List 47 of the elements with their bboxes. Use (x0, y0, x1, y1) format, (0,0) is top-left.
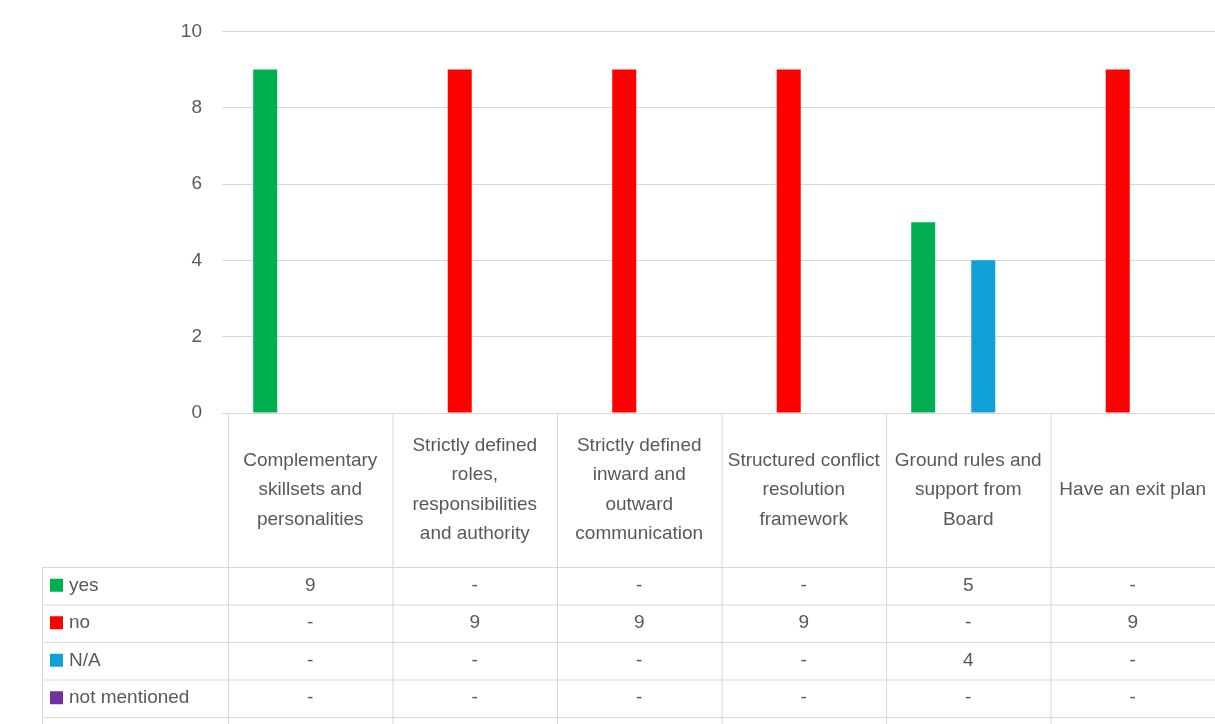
data-label: 4 (962, 648, 974, 670)
data-label: - (1129, 686, 1136, 708)
data-label: - (965, 611, 972, 633)
data-label: - (800, 686, 807, 708)
data-label: - (471, 648, 478, 670)
bar (971, 260, 996, 413)
data-label: - (1129, 648, 1136, 670)
data-label: 9 (1127, 611, 1139, 633)
legend-label: not mentioned (69, 686, 190, 708)
x-tick-label: Ground rules and support from Board (894, 448, 1042, 529)
bar (253, 69, 278, 413)
data-label: 5 (962, 573, 974, 595)
legend-label: no (69, 611, 91, 633)
bar (911, 222, 936, 413)
data-label: 9 (633, 611, 645, 633)
bar (612, 69, 637, 413)
data-label: - (471, 686, 478, 708)
data-label: - (800, 648, 807, 670)
y-tick-label: 4 (191, 248, 203, 270)
legend-label: yes (69, 573, 99, 595)
x-tick-label: Strictly defined roles, responsibilities and authority (412, 433, 538, 544)
bar (447, 69, 472, 413)
y-tick-label: 6 (191, 172, 202, 194)
y-tick-label: 10 (180, 19, 202, 41)
x-tick-label: Have an exit plan (1059, 478, 1207, 500)
bar (1105, 69, 1130, 413)
data-label: - (1129, 573, 1136, 595)
data-label: - (636, 573, 643, 595)
data-label: 9 (798, 611, 810, 633)
data-label: - (307, 648, 314, 670)
x-tick-label: Complementary skillsets and personalities (243, 448, 378, 529)
data-label: - (307, 611, 314, 633)
y-tick-label: 0 (191, 401, 202, 423)
data-label: - (636, 686, 643, 708)
data-label: 9 (304, 573, 316, 595)
x-tick-label: Strictly defined inward and outward communication (575, 433, 704, 544)
bar (776, 69, 801, 413)
data-label: - (471, 573, 478, 595)
y-tick-label: 2 (191, 324, 202, 346)
data-label: - (965, 686, 972, 708)
y-tick-label: 8 (191, 95, 202, 117)
data-label: - (636, 648, 643, 670)
data-label: 9 (469, 611, 481, 633)
data-label: - (307, 686, 314, 708)
x-tick-label: Structured conflict resolution framework (727, 448, 881, 529)
data-label: - (800, 573, 807, 595)
legend-label: N/A (69, 648, 101, 670)
